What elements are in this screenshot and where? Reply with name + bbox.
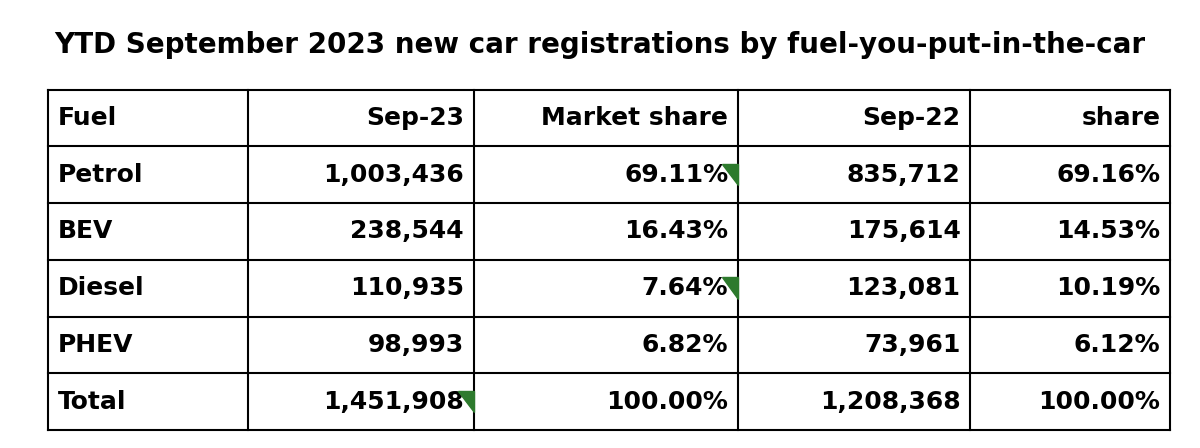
Text: 14.53%: 14.53% (1056, 220, 1160, 243)
Text: 238,544: 238,544 (350, 220, 464, 243)
Text: share: share (1081, 106, 1160, 130)
Text: 100.00%: 100.00% (606, 390, 728, 414)
Text: 123,081: 123,081 (846, 276, 960, 300)
Text: Sep-23: Sep-23 (366, 106, 464, 130)
Text: 835,712: 835,712 (847, 163, 960, 187)
Text: YTD September 2023 new car registrations by fuel-you-put-in-the-car: YTD September 2023 new car registrations… (54, 31, 1146, 59)
Text: 69.11%: 69.11% (624, 163, 728, 187)
Text: 7.64%: 7.64% (642, 276, 728, 300)
Text: 16.43%: 16.43% (624, 220, 728, 243)
Text: BEV: BEV (58, 220, 113, 243)
Text: 1,451,908: 1,451,908 (323, 390, 464, 414)
Text: Sep-22: Sep-22 (863, 106, 960, 130)
Text: 10.19%: 10.19% (1056, 276, 1160, 300)
Text: 1,003,436: 1,003,436 (323, 163, 464, 187)
Text: Petrol: Petrol (58, 163, 143, 187)
Text: Diesel: Diesel (58, 276, 144, 300)
Text: PHEV: PHEV (58, 333, 133, 357)
Text: 110,935: 110,935 (350, 276, 464, 300)
Text: 6.12%: 6.12% (1074, 333, 1160, 357)
Text: 6.82%: 6.82% (642, 333, 728, 357)
Text: 69.16%: 69.16% (1056, 163, 1160, 187)
Text: 100.00%: 100.00% (1038, 390, 1160, 414)
Text: 175,614: 175,614 (847, 220, 960, 243)
Text: 98,993: 98,993 (367, 333, 464, 357)
Text: Total: Total (58, 390, 126, 414)
Text: Market share: Market share (541, 106, 728, 130)
Text: 1,208,368: 1,208,368 (820, 390, 960, 414)
Text: Fuel: Fuel (58, 106, 116, 130)
Text: 73,961: 73,961 (864, 333, 960, 357)
